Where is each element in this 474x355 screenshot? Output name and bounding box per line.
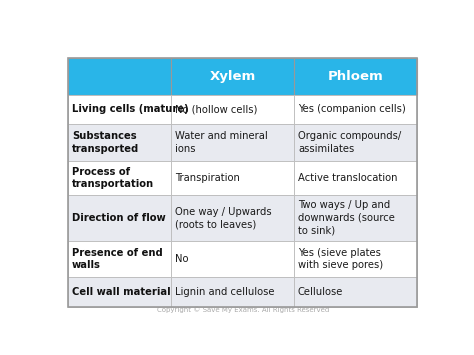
Bar	[294, 124, 418, 161]
Bar	[68, 58, 172, 94]
Text: One way / Upwards
(roots to leaves): One way / Upwards (roots to leaves)	[175, 207, 272, 229]
Text: Yes (sieve plates
with sieve pores): Yes (sieve plates with sieve pores)	[298, 247, 383, 271]
Bar	[68, 124, 172, 161]
Text: Presence of end
walls: Presence of end walls	[72, 247, 163, 271]
Text: Transpiration: Transpiration	[175, 173, 240, 183]
Bar	[68, 277, 172, 307]
Bar	[294, 94, 418, 124]
Bar	[294, 277, 418, 307]
Bar	[294, 161, 418, 195]
Text: Cell wall material: Cell wall material	[72, 287, 171, 297]
Bar	[172, 277, 294, 307]
Bar	[172, 94, 294, 124]
Text: No (hollow cells): No (hollow cells)	[175, 104, 257, 114]
Text: Two ways / Up and
downwards (source
to sink): Two ways / Up and downwards (source to s…	[298, 200, 395, 236]
Text: Direction of flow: Direction of flow	[72, 213, 166, 223]
Bar	[172, 58, 294, 94]
Bar	[172, 124, 294, 161]
Text: Copyright © Save My Exams. All Rights Reserved: Copyright © Save My Exams. All Rights Re…	[157, 306, 329, 313]
Text: Active translocation: Active translocation	[298, 173, 397, 183]
Bar	[172, 240, 294, 277]
Text: Organic compounds/
assimilates: Organic compounds/ assimilates	[298, 131, 401, 154]
Text: Phloem: Phloem	[328, 70, 383, 83]
Bar	[172, 161, 294, 195]
Bar	[68, 161, 172, 195]
Text: No: No	[175, 254, 189, 264]
Bar	[68, 240, 172, 277]
Bar	[68, 195, 172, 240]
Text: Cellulose: Cellulose	[298, 287, 343, 297]
Bar	[68, 94, 172, 124]
Bar	[294, 58, 418, 94]
Bar	[294, 240, 418, 277]
Text: Yes (companion cells): Yes (companion cells)	[298, 104, 406, 114]
Bar	[294, 195, 418, 240]
Bar	[172, 195, 294, 240]
Text: Process of
transportation: Process of transportation	[72, 166, 154, 190]
Text: Substances
transported: Substances transported	[72, 131, 139, 154]
Text: Living cells (mature): Living cells (mature)	[72, 104, 189, 114]
Text: Xylem: Xylem	[210, 70, 256, 83]
Text: Water and mineral
ions: Water and mineral ions	[175, 131, 268, 154]
Text: Lignin and cellulose: Lignin and cellulose	[175, 287, 274, 297]
